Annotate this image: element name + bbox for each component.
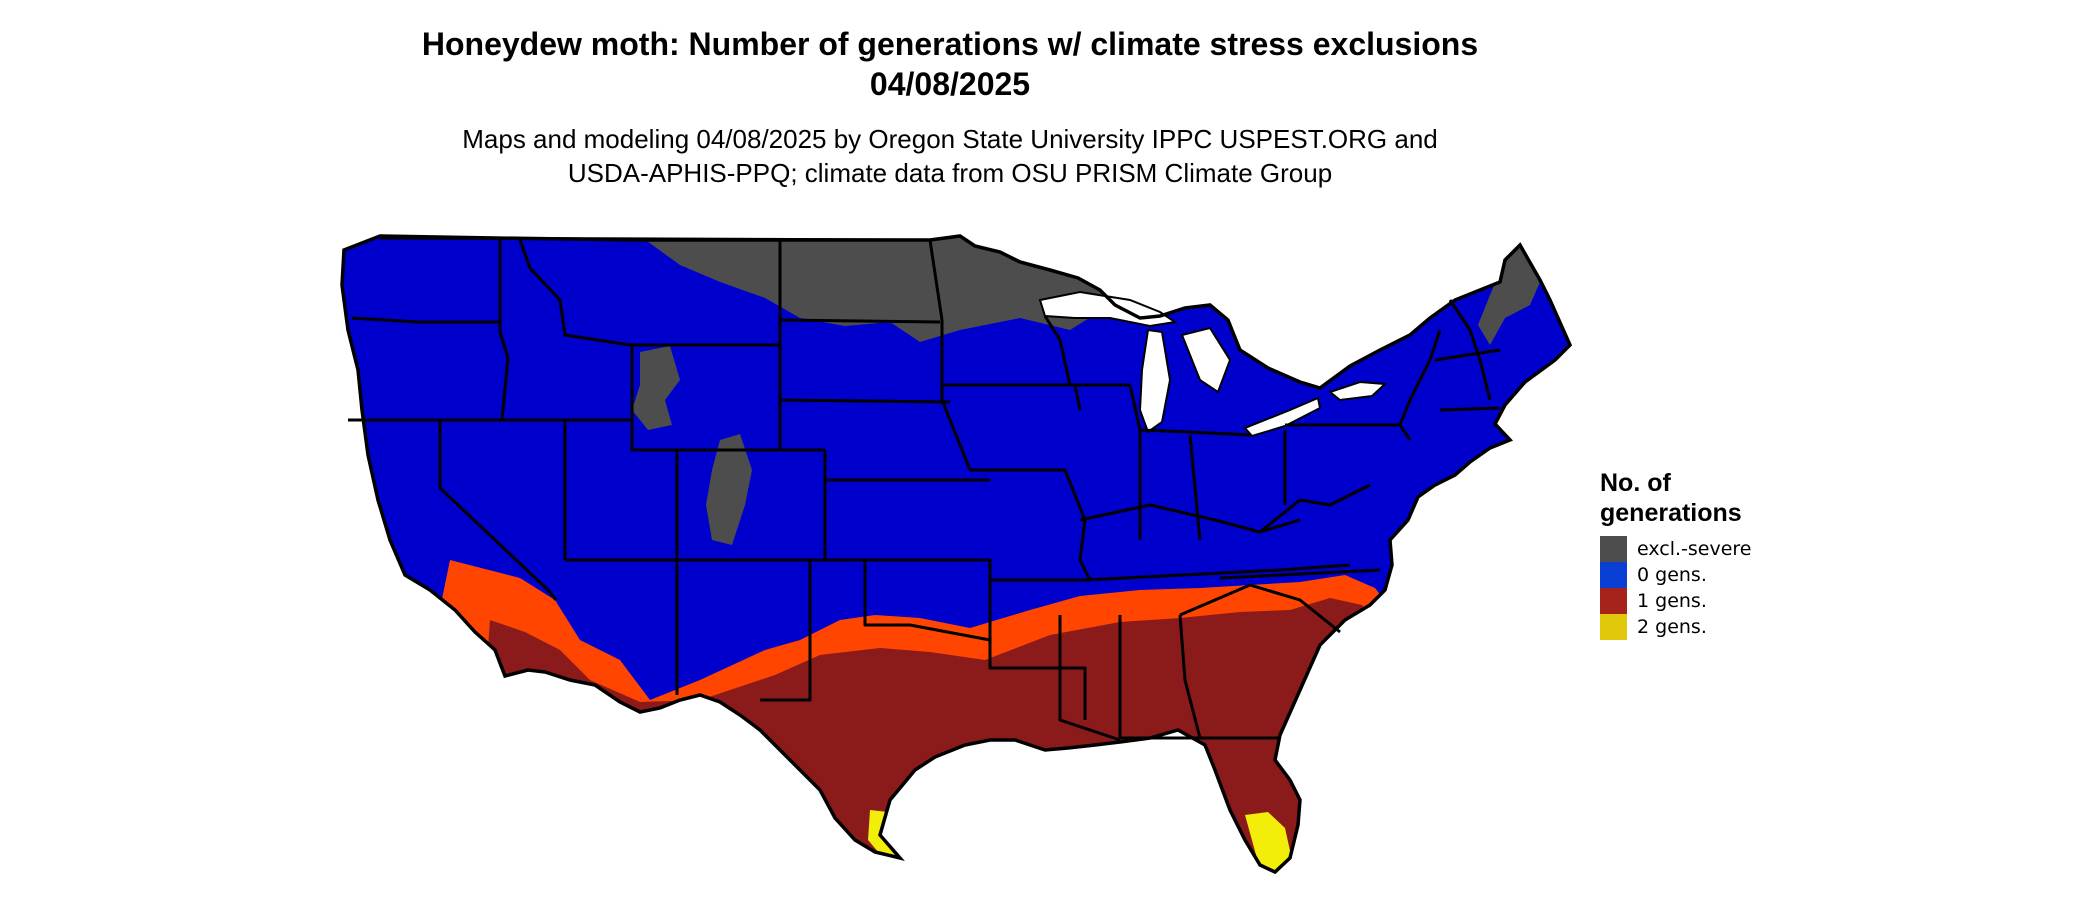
border-in-oh (1188, 434, 1202, 541)
map-subtitle-line2: USDA-APHIS-PPQ; climate data from OSU PR… (567, 158, 1333, 188)
legend-item-one-gen: 1 gens. (1600, 588, 1800, 614)
legend-title-line2: generations (1600, 499, 1742, 527)
border-va-nc (1219, 568, 1381, 580)
border-wa-or (351, 316, 500, 324)
border-nm-east (760, 560, 812, 702)
us-generations-map (340, 234, 1572, 874)
map-title-date: 04/08/2025 (869, 66, 1031, 102)
excluded-region-colorado (706, 434, 752, 545)
legend-label-one-gen: 1 gens. (1637, 590, 1707, 612)
border-id-west (498, 240, 510, 421)
border-nd-sd-ne (779, 318, 990, 482)
legend-label-two-gens: 2 gens. (1637, 616, 1707, 638)
lake-huron (1180, 326, 1232, 394)
great-lakes (1038, 290, 1388, 438)
legend-item-zero-gens: 0 gens. (1600, 562, 1800, 588)
legend-swatch-zero-gens (1600, 562, 1627, 588)
border-ar-la (988, 580, 1087, 720)
border-ca-nv (438, 420, 558, 601)
border-nc-sc-ga (1179, 583, 1341, 634)
map-subtitle-line1: Maps and modeling 04/08/2025 by Oregon S… (462, 124, 1438, 154)
lake-michigan (1138, 328, 1172, 434)
legend-title-line1: No. of (1600, 469, 1671, 497)
legend-swatch-excluded (1600, 536, 1627, 562)
border-ny-ne (1398, 329, 1442, 426)
border-new-england (1434, 299, 1501, 412)
legend-label-excluded: excl.-severe (1637, 538, 1752, 560)
legend-item-excluded: excl.-severe (1600, 536, 1800, 562)
excluded-region-north (640, 236, 1110, 342)
border-ms-al (1058, 615, 1122, 742)
border-tn-ky (1084, 563, 1351, 582)
legend-item-two-gens: 2 gens. (1600, 614, 1800, 640)
lake-erie (1243, 396, 1322, 438)
border-mt-wy (518, 239, 780, 347)
border-dakotas-mn (928, 239, 972, 471)
excluded-region-maine (1478, 245, 1540, 345)
border-ky-oh (1079, 503, 1301, 534)
border-ks-ok (825, 558, 992, 580)
legend-title: No. of generations (1600, 468, 1800, 528)
map-legend: No. of generations excl.-severe 0 gens. … (1600, 468, 1800, 640)
border-wv-va (1259, 483, 1371, 534)
map-title: Honeydew moth: Number of generations w/ … (0, 24, 1900, 104)
map-title-line1: Honeydew moth: Number of generations w/ … (421, 26, 1479, 62)
legend-label-zero-gens: 0 gens. (1637, 564, 1707, 586)
lake-ontario (1327, 380, 1388, 402)
border-ok-tx (863, 560, 991, 642)
excluded-region-wyoming (632, 346, 680, 430)
legend-swatch-one-gen (1600, 588, 1627, 614)
border-mi-in-oh (1139, 428, 1251, 437)
border-al-ga (1178, 614, 1202, 739)
legend-items: excl.-severe 0 gens. 1 gens. 2 gens. (1600, 536, 1800, 640)
border-wi-il (1043, 315, 1130, 387)
border-wy-co-ut (565, 418, 825, 452)
legend-swatch-two-gens (1600, 614, 1627, 640)
border-mo (970, 468, 1092, 582)
map-subtitle: Maps and modeling 04/08/2025 by Oregon S… (0, 122, 1900, 190)
